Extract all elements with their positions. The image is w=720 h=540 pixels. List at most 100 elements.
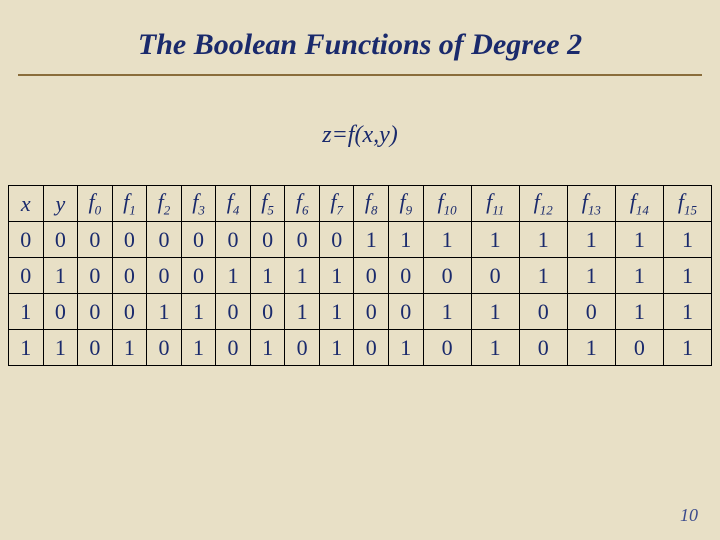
cell: 1 [43,330,78,366]
cell: 0 [78,258,113,294]
cell: 1 [389,330,424,366]
col-header-f1: f1 [112,186,147,222]
cell: 1 [319,294,354,330]
col-header-f2: f2 [147,186,182,222]
cell: 0 [471,258,519,294]
cell: 0 [112,222,147,258]
col-header-f7: f7 [319,186,354,222]
cell: 1 [181,294,216,330]
cell: 1 [615,294,663,330]
table-header-row: xyf0f1f2f3f4f5f6f7f8f9f10f11f12f13f14f15 [9,186,712,222]
cell: 0 [285,222,320,258]
cell: 0 [285,330,320,366]
table-row: 110101010101010101 [9,330,712,366]
col-header-f5: f5 [250,186,285,222]
boolean-functions-table: xyf0f1f2f3f4f5f6f7f8f9f10f11f12f13f14f15… [8,185,712,366]
cell: 0 [216,330,251,366]
col-header-x: x [9,186,44,222]
cell: 1 [471,294,519,330]
title-rule [18,74,702,76]
cell: 1 [319,330,354,366]
col-header-f8: f8 [354,186,389,222]
cell: 1 [43,258,78,294]
subtitle: z=f(x,y) [0,122,720,149]
cell: 0 [354,258,389,294]
cell: 0 [78,294,113,330]
cell: 1 [567,222,615,258]
cell: 0 [319,222,354,258]
cell: 0 [181,258,216,294]
cell: 1 [181,330,216,366]
cell: 1 [663,294,711,330]
cell: 0 [43,222,78,258]
cell: 0 [250,294,285,330]
cell: 0 [216,294,251,330]
page-number: 10 [680,505,698,526]
cell: 0 [78,330,113,366]
cell: 0 [147,258,182,294]
cell: 0 [147,330,182,366]
cell: 1 [567,330,615,366]
cell: 1 [285,258,320,294]
cell: 1 [423,222,471,258]
page-title: The Boolean Functions of Degree 2 [0,0,720,74]
cell: 1 [663,222,711,258]
cell: 1 [663,330,711,366]
col-header-f6: f6 [285,186,320,222]
cell: 0 [9,222,44,258]
cell: 1 [285,294,320,330]
cell: 1 [354,222,389,258]
cell: 0 [615,330,663,366]
col-header-f4: f4 [216,186,251,222]
cell: 1 [319,258,354,294]
col-header-f13: f13 [567,186,615,222]
cell: 0 [389,258,424,294]
cell: 1 [615,258,663,294]
col-header-f11: f11 [471,186,519,222]
cell: 1 [9,330,44,366]
cell: 0 [250,222,285,258]
table-row: 000000000011111111 [9,222,712,258]
cell: 0 [519,330,567,366]
col-header-f12: f12 [519,186,567,222]
cell: 0 [43,294,78,330]
cell: 0 [78,222,113,258]
cell: 1 [147,294,182,330]
col-header-f15: f15 [663,186,711,222]
cell: 0 [147,222,182,258]
cell: 0 [354,294,389,330]
cell: 0 [423,330,471,366]
cell: 1 [423,294,471,330]
cell: 0 [519,294,567,330]
cell: 1 [250,258,285,294]
cell: 0 [112,294,147,330]
table-container: xyf0f1f2f3f4f5f6f7f8f9f10f11f12f13f14f15… [0,185,720,366]
table-row: 010000111100001111 [9,258,712,294]
cell: 0 [567,294,615,330]
col-header-f10: f10 [423,186,471,222]
cell: 1 [615,222,663,258]
cell: 0 [181,222,216,258]
table-row: 100011001100110011 [9,294,712,330]
col-header-f0: f0 [78,186,113,222]
cell: 1 [567,258,615,294]
cell: 0 [389,294,424,330]
cell: 1 [9,294,44,330]
cell: 1 [471,330,519,366]
col-header-f9: f9 [389,186,424,222]
cell: 0 [423,258,471,294]
cell: 1 [112,330,147,366]
col-header-f14: f14 [615,186,663,222]
cell: 1 [663,258,711,294]
col-header-y: y [43,186,78,222]
cell: 0 [112,258,147,294]
cell: 1 [519,222,567,258]
cell: 0 [9,258,44,294]
col-header-f3: f3 [181,186,216,222]
cell: 1 [216,258,251,294]
cell: 0 [216,222,251,258]
cell: 1 [389,222,424,258]
cell: 1 [519,258,567,294]
cell: 1 [250,330,285,366]
cell: 0 [354,330,389,366]
